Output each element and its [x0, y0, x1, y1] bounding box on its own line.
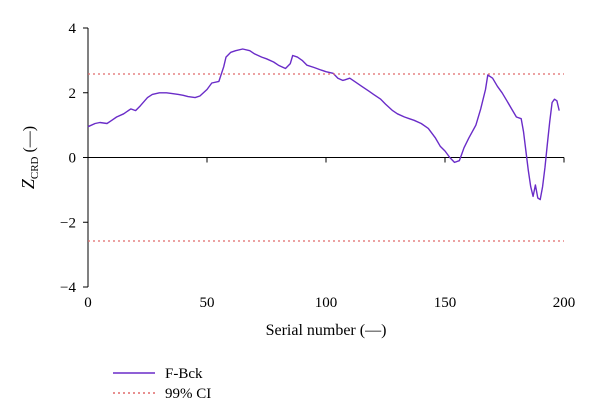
y-tick-label: −2	[60, 215, 76, 231]
y-tick-label: −4	[60, 280, 76, 296]
axes	[83, 27, 565, 288]
x-axis-label: Serial number (—)	[266, 322, 387, 339]
x-tick-label: 200	[553, 295, 576, 311]
y-axis-label: ZCRD (—)	[18, 126, 41, 189]
x-tick-label: 50	[200, 295, 215, 311]
x-tick-label: 150	[434, 295, 457, 311]
x-tick-label: 100	[315, 295, 338, 311]
series-0-line	[87, 48, 560, 201]
legend: F-Bck 99% CI	[113, 366, 211, 402]
y-tick-label: 2	[69, 86, 77, 102]
legend-label-1: 99% CI	[165, 386, 211, 402]
y-tick-label: 0	[69, 151, 77, 167]
series-layer	[87, 48, 564, 242]
y-tick-label: 4	[69, 21, 77, 37]
x-tick-label: 0	[84, 295, 92, 311]
axis-labels: 0 50 100 150 200 −4 −2 0 2 4 Serial number (—) ZCRD…	[18, 21, 575, 339]
legend-label-0: F-Bck	[165, 366, 203, 382]
